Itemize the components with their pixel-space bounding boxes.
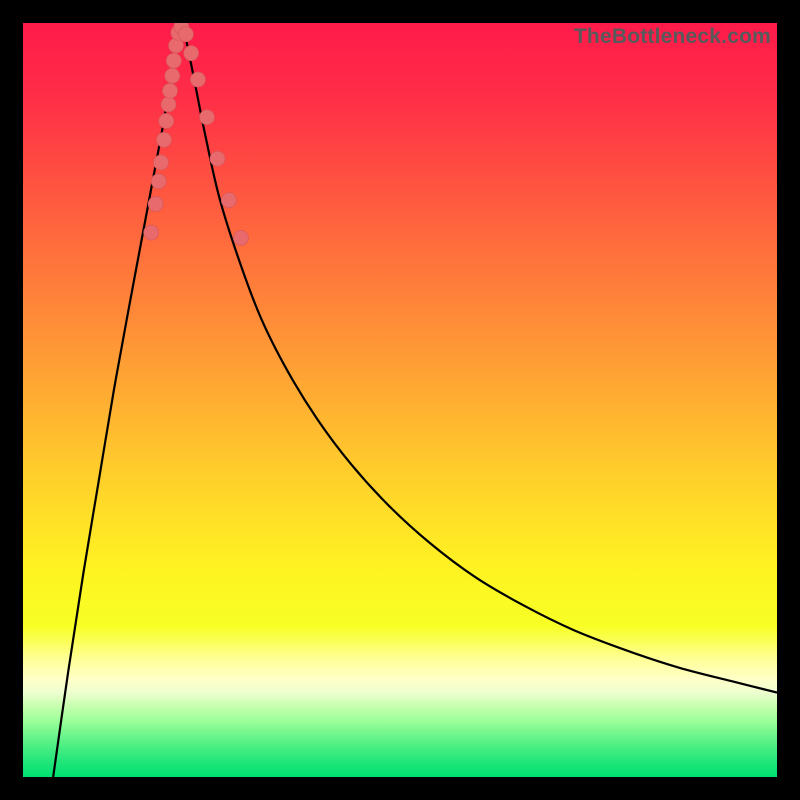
data-point: [148, 196, 163, 211]
data-point: [233, 230, 248, 245]
data-point: [153, 155, 168, 170]
data-point: [161, 97, 176, 112]
data-point: [178, 27, 193, 42]
data-point: [184, 46, 199, 61]
data-point: [221, 193, 236, 208]
data-point: [163, 83, 178, 98]
data-point: [190, 72, 205, 87]
data-point: [144, 225, 159, 240]
data-points-group: [144, 23, 249, 245]
data-point: [199, 110, 214, 125]
chart-svg: [23, 23, 777, 777]
watermark-text: TheBottleneck.com: [574, 25, 771, 49]
data-point: [156, 132, 171, 147]
data-point: [165, 68, 180, 83]
data-point: [151, 174, 166, 189]
data-point: [159, 114, 174, 129]
data-point: [210, 151, 225, 166]
data-point: [166, 53, 181, 68]
plot-area: TheBottleneck.com: [23, 23, 777, 777]
